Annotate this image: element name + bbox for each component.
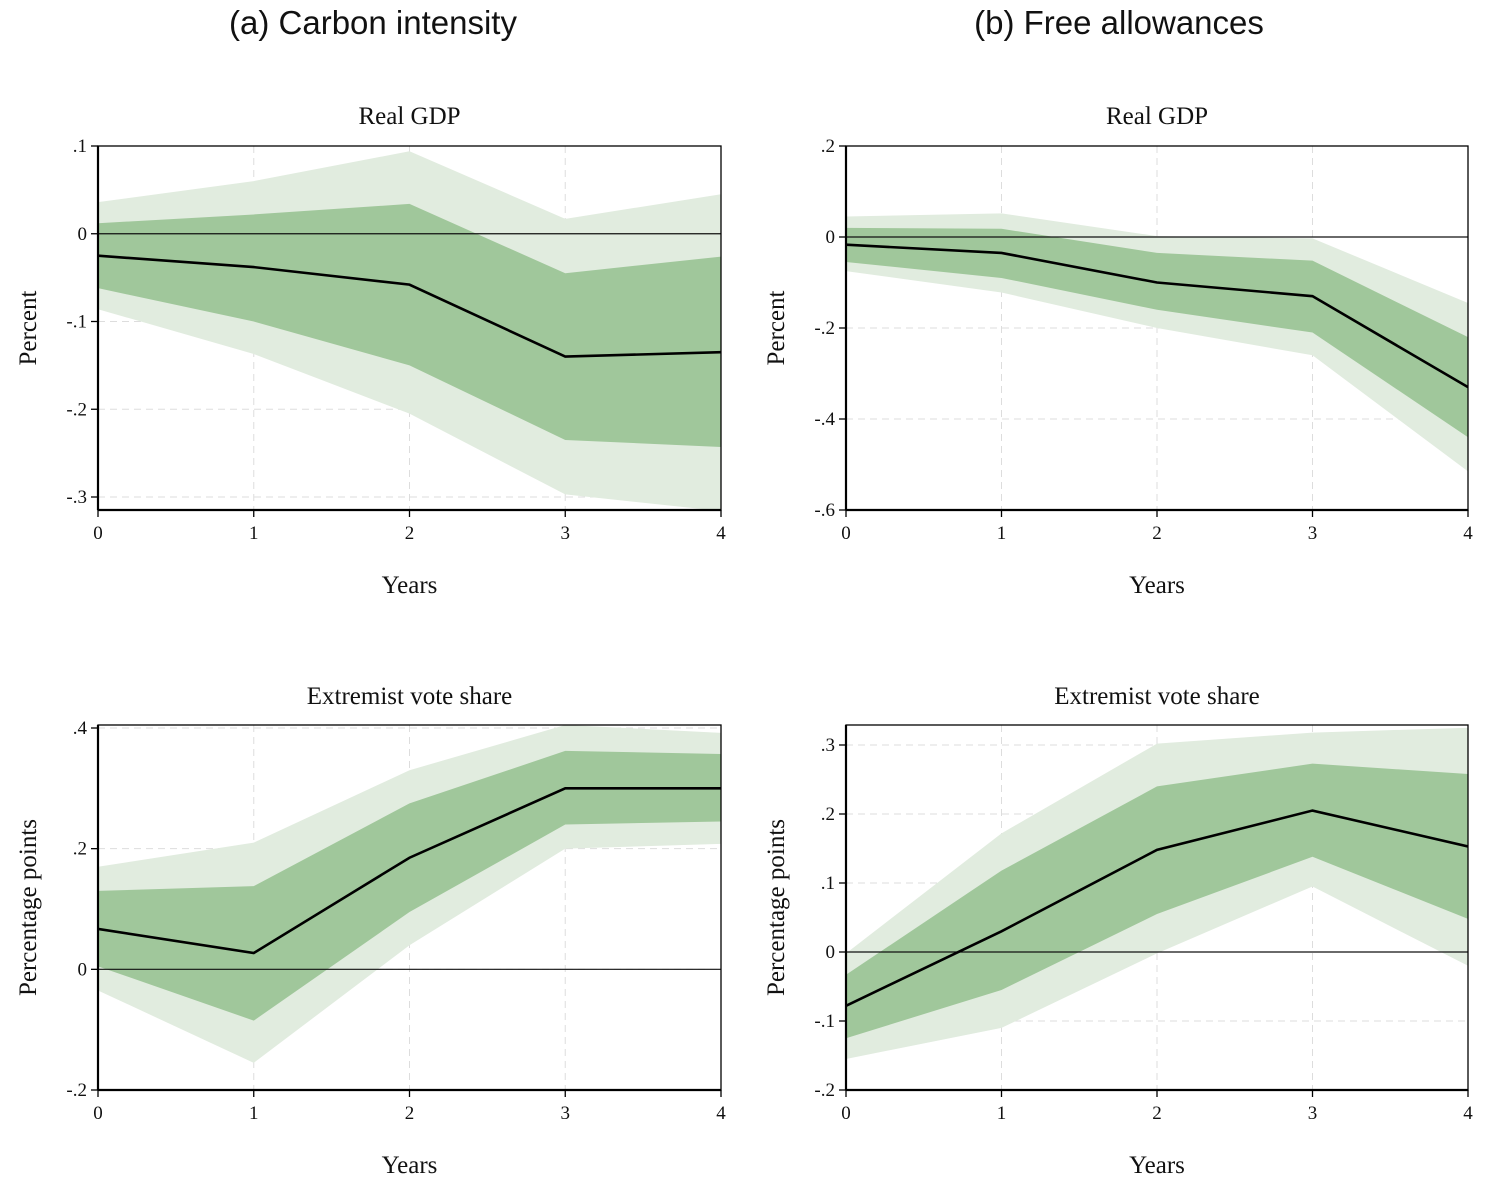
y-tick-label: .1 [821,873,835,894]
confidence-band-inner [98,203,721,447]
estimate-line [846,243,1468,389]
x-tick-label: 4 [716,523,726,544]
y-tick-label: -.1 [814,1011,835,1032]
x-tick-label: 0 [93,1103,103,1124]
x-tick-label: 1 [249,1103,259,1124]
x-tick-label: 0 [93,523,103,544]
y-tick-label: .2 [821,804,835,825]
x-axis-label: Years [382,572,438,599]
y-tick-label: -.1 [66,312,87,333]
y-tick-label: -.6 [814,500,835,521]
panel-title: Real GDP [1106,103,1208,130]
panel-title: Extremist vote share [307,683,513,710]
x-tick-label: 4 [1463,523,1473,544]
x-tick-label: 4 [716,1103,726,1124]
chart-panel-1: .1 0 -.1 -.2 -.3 0 1 2 3 4 Real GDP Years Percent [15,103,726,599]
panel-title: Extremist vote share [1054,683,1260,710]
chart-panel-4: .3 .2 .1 0 -.1 -.2 0 1 2 3 4 Extremist vote share Ye… [763,683,1473,1179]
y-tick-label: .1 [73,136,87,157]
y-tick-label: .2 [73,839,87,860]
y-tick-label: 0 [78,959,88,980]
x-tick-label: 0 [841,1103,851,1124]
x-tick-label: 2 [1152,523,1162,544]
column-title-carbon-intensity: (a) Carbon intensity [229,4,517,41]
x-tick-label: 3 [561,523,571,544]
y-tick-label: 0 [78,224,88,245]
y-tick-label: -.2 [66,399,87,420]
y-tick-label: 0 [826,942,836,963]
estimate-line [98,787,721,955]
x-tick-label: 3 [1308,523,1318,544]
y-axis-label: Percent [15,290,42,365]
x-axis-label: Years [1129,1152,1185,1179]
confidence-band-inner [846,227,1468,438]
y-tick-label: .4 [73,718,88,739]
y-axis-label: Percentage points [15,819,42,996]
column-title-free-allowances: (b) Free allowances [974,4,1264,41]
x-tick-label: 4 [1463,1103,1473,1124]
y-tick-label: -.4 [814,409,835,430]
confidence-band-inner [846,763,1468,1039]
chart-panel-2: .2 0 -.2 -.4 -.6 0 1 2 3 4 Real GDP Years Percent [763,103,1473,599]
estimate-line [846,809,1468,1007]
y-tick-label: -.3 [66,487,87,508]
y-tick-label: -.2 [66,1080,87,1101]
x-axis-label: Years [382,1152,438,1179]
x-tick-label: 1 [997,523,1007,544]
y-axis-label: Percentage points [763,819,790,996]
y-tick-label: .3 [821,735,835,756]
panel-title: Real GDP [358,103,460,130]
y-tick-label: 0 [826,227,836,248]
x-tick-label: 3 [1308,1103,1318,1124]
chart-panel-3: .4 .2 0 -.2 0 1 2 3 4 Extremist vote share Years Pe… [15,683,726,1179]
x-tick-label: 3 [561,1103,571,1124]
x-tick-label: 1 [249,523,259,544]
x-tick-label: 2 [1152,1103,1162,1124]
x-tick-label: 2 [405,1103,415,1124]
x-tick-label: 2 [405,523,415,544]
y-tick-label: -.2 [814,1080,835,1101]
y-tick-label: .2 [821,136,835,157]
y-axis-label: Percent [763,290,790,365]
x-axis-label: Years [1129,572,1185,599]
y-tick-label: -.2 [814,318,835,339]
x-tick-label: 1 [997,1103,1007,1124]
estimate-line [98,254,721,358]
x-tick-label: 0 [841,523,851,544]
